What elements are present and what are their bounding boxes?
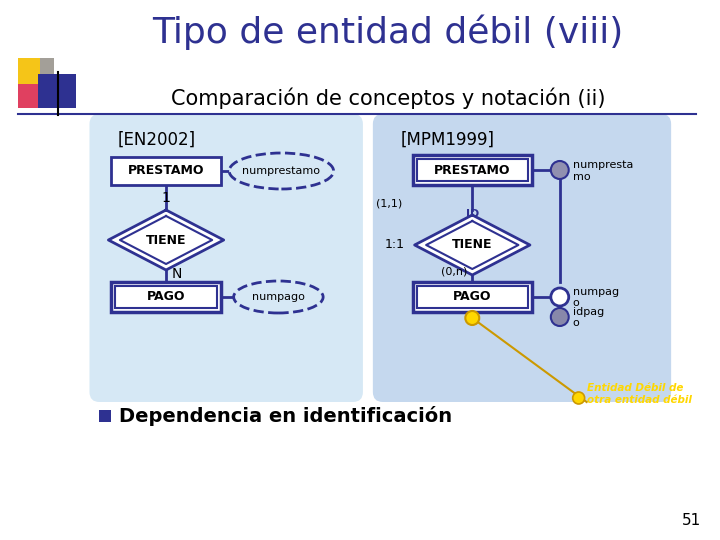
Text: Entidad Débil de: Entidad Débil de: [587, 383, 683, 393]
FancyBboxPatch shape: [18, 58, 54, 90]
FancyBboxPatch shape: [417, 286, 528, 308]
FancyBboxPatch shape: [89, 114, 363, 402]
Text: 1:1: 1:1: [384, 239, 405, 252]
Text: otra entidad débil: otra entidad débil: [587, 395, 691, 405]
Text: Tipo de entidad débil (viii): Tipo de entidad débil (viii): [152, 14, 624, 50]
FancyBboxPatch shape: [112, 157, 221, 185]
Text: TIENE: TIENE: [452, 239, 492, 252]
Text: TIENE: TIENE: [145, 233, 186, 246]
Text: N: N: [172, 267, 182, 281]
Circle shape: [465, 311, 480, 325]
Text: PAGO: PAGO: [147, 291, 185, 303]
Text: PRESTAMO: PRESTAMO: [127, 165, 204, 178]
Text: numpag: numpag: [572, 287, 618, 297]
Text: [EN2002]: [EN2002]: [117, 131, 195, 149]
Circle shape: [551, 161, 569, 179]
FancyBboxPatch shape: [40, 58, 54, 90]
Text: [MPM1999]: [MPM1999]: [401, 131, 495, 149]
Text: mo: mo: [572, 172, 590, 182]
Text: Comparación de conceptos y notación (ii): Comparación de conceptos y notación (ii): [171, 87, 605, 109]
Text: o: o: [572, 318, 580, 328]
Ellipse shape: [229, 153, 333, 189]
Polygon shape: [109, 210, 224, 270]
Polygon shape: [415, 215, 530, 275]
Ellipse shape: [234, 281, 323, 313]
Text: Dependencia en identificación: Dependencia en identificación: [120, 406, 452, 426]
FancyBboxPatch shape: [413, 282, 532, 312]
FancyBboxPatch shape: [99, 410, 112, 422]
FancyBboxPatch shape: [37, 74, 76, 108]
Text: 1: 1: [161, 191, 171, 205]
Text: numprestamo: numprestamo: [243, 166, 320, 176]
FancyBboxPatch shape: [18, 84, 42, 108]
Circle shape: [572, 392, 585, 404]
Text: ID: ID: [466, 209, 479, 219]
Text: idpag: idpag: [572, 307, 604, 317]
Text: PAGO: PAGO: [453, 291, 492, 303]
FancyBboxPatch shape: [413, 155, 532, 185]
Text: numpago: numpago: [252, 292, 305, 302]
Text: numpresta: numpresta: [572, 160, 633, 170]
Text: (1,1): (1,1): [377, 198, 402, 208]
Text: PRESTAMO: PRESTAMO: [434, 164, 510, 177]
FancyBboxPatch shape: [115, 286, 217, 308]
FancyBboxPatch shape: [373, 114, 671, 402]
Circle shape: [551, 308, 569, 326]
FancyBboxPatch shape: [112, 282, 221, 312]
Text: (0,n): (0,n): [441, 267, 467, 277]
Text: o: o: [572, 298, 580, 308]
Circle shape: [551, 288, 569, 306]
FancyBboxPatch shape: [417, 159, 528, 181]
Text: 51: 51: [682, 513, 701, 528]
